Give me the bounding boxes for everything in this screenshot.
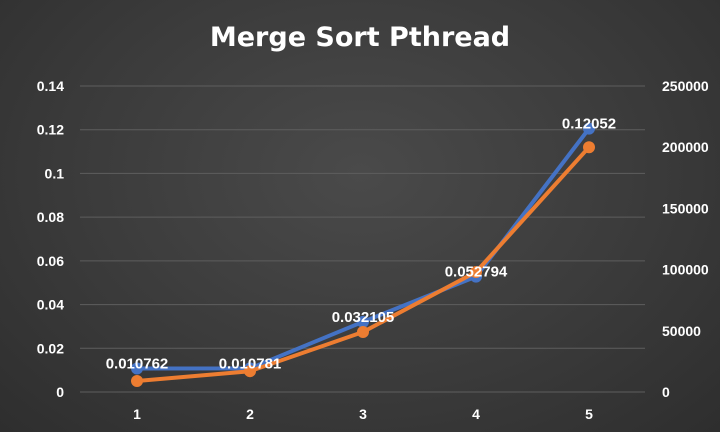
series-point (357, 315, 369, 328)
y-left-tick-label: 0.14 (37, 78, 64, 94)
y-left-tick-label: 0.1 (45, 165, 65, 181)
data-labels: 0.010762 0.010781 0.032105 0.052794 0.12052 (106, 116, 616, 373)
series-point (583, 122, 595, 135)
series-1 (131, 122, 595, 375)
series-point (357, 326, 369, 339)
y-right-tick-label: 0 (662, 384, 670, 400)
series-2 (131, 141, 595, 387)
series-point (131, 362, 143, 375)
y-right-tick-label: 250000 (662, 78, 709, 94)
y-right-tick-label: 100000 (662, 262, 709, 278)
series-point (470, 266, 482, 279)
data-label: 0.032105 (332, 309, 395, 326)
series-lines (131, 122, 595, 387)
left-axis-ticks: 0 0.02 0.04 0.06 0.08 0.1 0.12 0.14 (37, 78, 64, 400)
y-right-tick-label: 200000 (662, 139, 709, 155)
y-left-tick-label: 0.08 (37, 209, 64, 225)
data-label: 0.010762 (106, 355, 169, 372)
x-tick-label: 5 (585, 406, 593, 422)
data-label: 0.12052 (562, 116, 616, 133)
y-left-tick-label: 0.06 (37, 253, 64, 269)
series-point (131, 374, 143, 387)
data-label: 0.052794 (445, 264, 508, 281)
data-label: 0.010781 (219, 355, 282, 372)
y-left-tick-label: 0.02 (37, 340, 64, 356)
y-left-tick-label: 0.04 (37, 297, 64, 313)
gridlines (80, 85, 645, 393)
x-tick-label: 3 (359, 406, 367, 422)
y-right-tick-label: 50000 (662, 323, 701, 339)
right-axis-ticks: 0 50000 100000 150000 200000 250000 (662, 78, 709, 400)
x-tick-label: 4 (472, 406, 480, 422)
x-tick-label: 1 (133, 406, 141, 422)
chart-title: Merge Sort Pthread (210, 22, 510, 53)
y-right-tick-label: 150000 (662, 200, 709, 216)
series-point (583, 141, 595, 154)
series-point (244, 365, 256, 378)
x-axis-ticks: 1 2 3 4 5 (133, 406, 593, 422)
series-line (135, 145, 591, 383)
y-left-tick-label: 0 (56, 384, 64, 400)
y-left-tick-label: 0.12 (37, 122, 64, 138)
x-tick-label: 2 (246, 406, 254, 422)
